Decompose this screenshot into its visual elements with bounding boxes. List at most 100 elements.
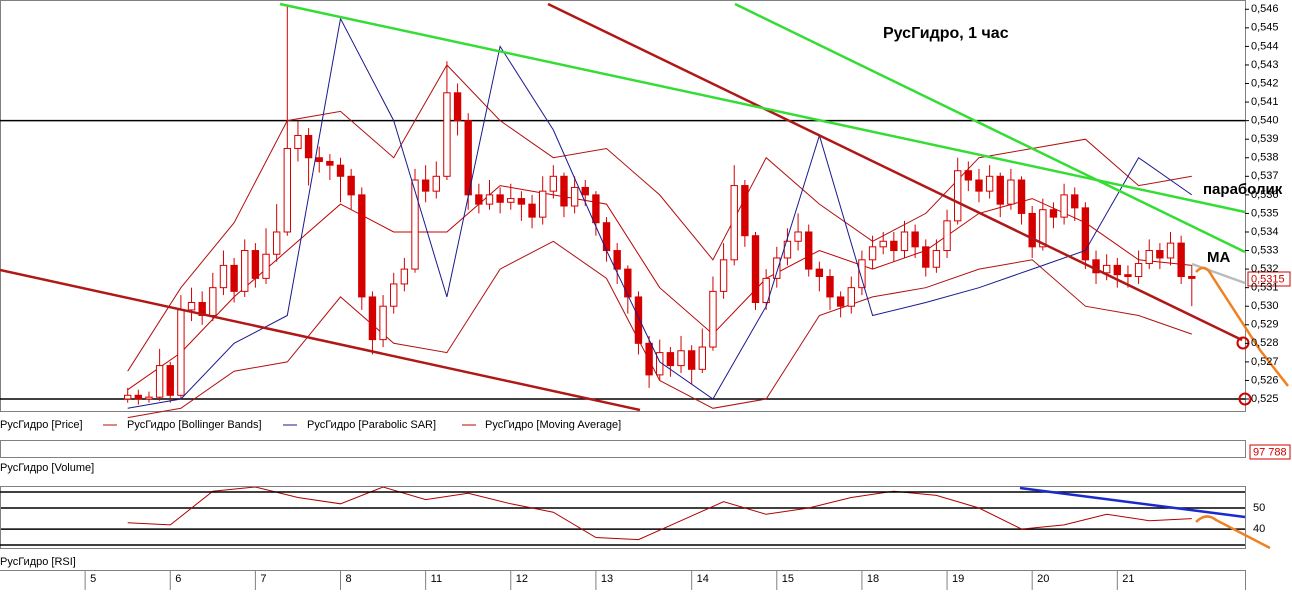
last-price-box	[1247, 271, 1291, 287]
y-tick-label: 0,544	[1251, 40, 1279, 52]
candle-body	[1156, 250, 1164, 259]
marker	[1238, 392, 1252, 406]
candle-body	[155, 365, 164, 398]
volume-value: 97 788	[1253, 446, 1287, 458]
candle-body	[1028, 212, 1036, 248]
candle-body	[1188, 276, 1196, 279]
candle-body	[1060, 194, 1068, 218]
x-tick-label: 7	[260, 573, 266, 585]
candle-body	[517, 198, 526, 205]
bollinger-upper	[127, 64, 1192, 372]
candle-body	[209, 287, 217, 316]
candle-body	[496, 194, 504, 203]
y-tick-label: 0,529	[1251, 319, 1279, 331]
x-tick-label: 20	[1037, 573, 1049, 585]
x-tick-label: 6	[175, 573, 181, 585]
candle-body	[421, 179, 430, 192]
x-tick-label: 5	[90, 573, 96, 585]
y-tick-label: 0,545	[1251, 22, 1279, 34]
candle-body	[698, 346, 706, 370]
candle-body	[177, 309, 185, 396]
candle-body	[741, 185, 749, 237]
y-tick-label: 0,528	[1251, 337, 1279, 349]
candle-body	[390, 283, 398, 307]
candle-body	[166, 365, 174, 396]
candle-body	[1134, 263, 1143, 278]
candle-body	[539, 190, 547, 218]
candle-body	[272, 231, 281, 255]
candle-body	[453, 92, 462, 122]
panel-label: РусГидро [RSI]	[0, 556, 76, 568]
candle-body	[762, 277, 770, 304]
y-tick-label: 0,532	[1251, 263, 1279, 275]
y-tick-label: 0,546	[1251, 3, 1279, 15]
y-tick-label: 0,535	[1251, 207, 1279, 219]
candle-body	[890, 240, 898, 252]
trend-lines	[0, 2, 1289, 412]
forecast-arrow	[1195, 515, 1271, 550]
candle-body	[709, 290, 717, 348]
x-tick-label: 18	[867, 573, 879, 585]
candle-body	[400, 268, 409, 285]
candle-body	[985, 175, 994, 192]
candle-body	[443, 92, 451, 177]
annotation: параболик	[1203, 181, 1283, 198]
candle-body	[1049, 209, 1058, 218]
candle-body	[294, 134, 302, 149]
x-tick-label: 12	[516, 573, 528, 585]
candle-body	[528, 203, 536, 218]
x-tick-label: 19	[952, 573, 964, 585]
candle-body	[879, 240, 887, 248]
candle-body	[581, 186, 589, 196]
candle-body	[379, 305, 387, 341]
candle-body	[847, 287, 855, 307]
candle-body	[836, 296, 845, 307]
y-tick-label: 50	[1253, 502, 1265, 514]
candle-body	[485, 194, 494, 205]
y-tick-label: 0,538	[1251, 152, 1279, 164]
y-tick-label: 0,537	[1251, 170, 1279, 182]
x-tick-label: 11	[431, 573, 442, 585]
candle-body	[666, 352, 675, 367]
candle-body	[645, 342, 653, 376]
candle-body	[262, 253, 270, 279]
candle-body	[794, 231, 802, 242]
candle-body	[1113, 264, 1121, 276]
candle-body	[1017, 179, 1026, 214]
trend-line	[279, 2, 1246, 214]
x-tick-label: 15	[782, 573, 794, 585]
candle-body	[475, 194, 483, 205]
candle-body	[432, 175, 440, 192]
candle-body	[719, 259, 728, 292]
candle-body	[634, 296, 643, 344]
y-tick-label: 0,527	[1251, 356, 1279, 368]
y-tick-label: 0,536	[1251, 189, 1279, 201]
candle-body	[1081, 207, 1090, 261]
y-tick-label: 0,530	[1251, 300, 1279, 312]
candle-body	[1124, 274, 1132, 278]
y-tick-label: 0,531	[1251, 282, 1279, 294]
rsi-line	[127, 486, 1192, 541]
candle-body	[1071, 194, 1079, 209]
last-price: 0,5315	[1251, 273, 1285, 285]
price-frame	[0, 0, 1246, 412]
candle-body	[900, 231, 909, 252]
candle-body	[358, 194, 366, 298]
y-tick-label: 0,533	[1251, 244, 1279, 256]
candle-body	[304, 134, 313, 159]
candle-body	[826, 276, 834, 298]
volume-frame	[0, 440, 1246, 458]
candle-body	[336, 164, 345, 177]
candle-body	[815, 268, 824, 278]
y-tick-label: 0,540	[1251, 115, 1279, 127]
candle-body	[805, 231, 813, 270]
candle-body	[954, 170, 962, 222]
candle-body	[922, 246, 930, 268]
panel-label: РусГидро [Volume]	[0, 462, 94, 474]
candle-body	[868, 246, 877, 261]
x-tick-label: 21	[1122, 573, 1134, 585]
candle-body	[730, 185, 738, 261]
legend-label: РусГидро [Moving Average]	[485, 419, 621, 431]
